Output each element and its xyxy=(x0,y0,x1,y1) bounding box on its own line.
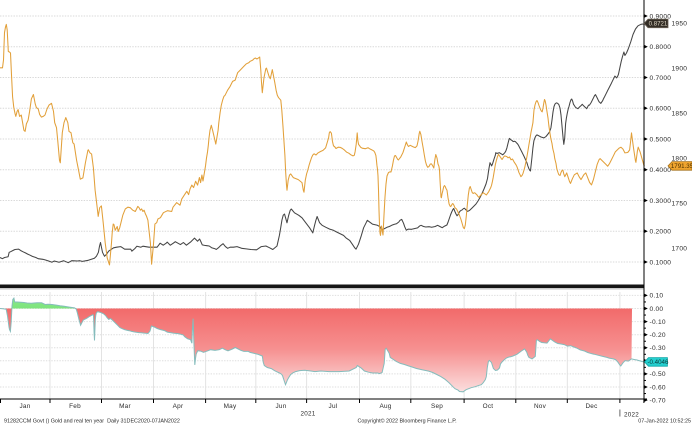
svg-text:0.3000: 0.3000 xyxy=(650,198,672,205)
svg-text:0.9000: 0.9000 xyxy=(650,13,672,20)
svg-text:0.8721: 0.8721 xyxy=(649,21,668,28)
svg-text:2021: 2021 xyxy=(300,411,315,418)
svg-text:0.8000: 0.8000 xyxy=(650,44,672,51)
svg-text:Dec: Dec xyxy=(585,403,598,410)
svg-text:-0.20: -0.20 xyxy=(650,332,666,339)
svg-text:Sep: Sep xyxy=(431,403,443,410)
svg-text:-0.30: -0.30 xyxy=(650,345,666,352)
svg-text:Oct: Oct xyxy=(483,403,494,410)
svg-text:Mar: Mar xyxy=(119,403,131,410)
svg-text:0.1000: 0.1000 xyxy=(650,259,672,266)
svg-text:-0.4046: -0.4046 xyxy=(647,359,669,366)
svg-text:2022: 2022 xyxy=(624,412,639,419)
svg-text:0.2000: 0.2000 xyxy=(650,229,672,236)
svg-text:Jan: Jan xyxy=(19,403,30,410)
svg-text:1950: 1950 xyxy=(672,20,688,27)
svg-text:Jul: Jul xyxy=(329,403,338,410)
svg-text:1900: 1900 xyxy=(672,65,688,72)
svg-text:0.5000: 0.5000 xyxy=(650,136,672,143)
svg-text:0.7000: 0.7000 xyxy=(650,75,672,82)
svg-text:0.00: 0.00 xyxy=(650,306,664,313)
svg-text:91282CCM Govt () Gold and real: 91282CCM Govt () Gold and real ten year … xyxy=(4,419,180,425)
svg-text:-0.10: -0.10 xyxy=(650,319,666,326)
svg-text:Jun: Jun xyxy=(275,403,286,410)
svg-text:May: May xyxy=(224,403,237,410)
svg-text:-0.60: -0.60 xyxy=(650,384,666,391)
svg-text:0.10: 0.10 xyxy=(650,293,664,300)
svg-text:Copyright© 2022 Bloomberg Fina: Copyright© 2022 Bloomberg Finance L.P. xyxy=(358,418,457,425)
svg-text:-0.50: -0.50 xyxy=(650,371,666,378)
svg-text:Aug: Aug xyxy=(379,403,391,410)
svg-text:Feb: Feb xyxy=(69,403,81,410)
svg-text:07-Jan-2022 10:52:25: 07-Jan-2022 10:52:25 xyxy=(638,419,691,425)
svg-text:0.6000: 0.6000 xyxy=(650,106,672,113)
svg-text:1800: 1800 xyxy=(672,155,688,162)
svg-text:Apr: Apr xyxy=(173,403,184,410)
svg-text:-0.70: -0.70 xyxy=(650,397,666,404)
svg-text:0.4000: 0.4000 xyxy=(650,167,672,174)
svg-text:1750: 1750 xyxy=(672,200,688,207)
svg-text:Nov: Nov xyxy=(534,403,547,410)
svg-text:1791.35: 1791.35 xyxy=(671,163,692,170)
svg-text:1700: 1700 xyxy=(672,245,688,252)
svg-text:1850: 1850 xyxy=(672,110,688,117)
